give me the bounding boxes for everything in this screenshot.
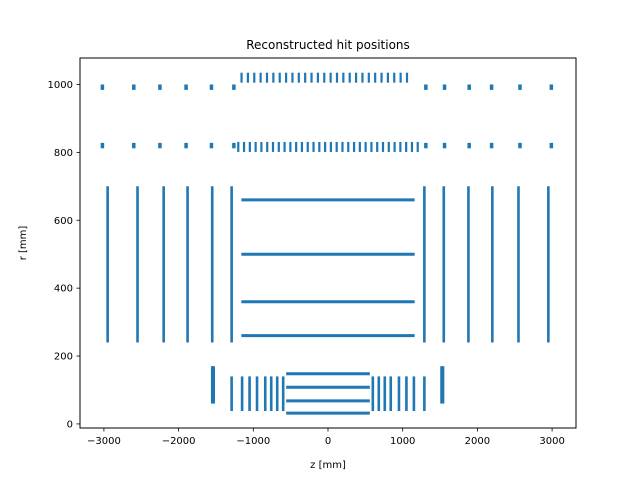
x-tick-label: 3000 [539, 436, 564, 447]
x-axis-ticks: −3000 −2000 −1000 0 1000 2000 3000 [87, 428, 565, 447]
chart-title: Reconstructed hit positions [246, 38, 410, 52]
x-axis-label: z [mm] [310, 460, 346, 471]
x-tick-label: −3000 [87, 436, 121, 447]
y-axis-label: r [mm] [18, 226, 29, 261]
y-tick-label: 800 [54, 148, 73, 159]
x-tick-label: 1000 [390, 436, 415, 447]
x-tick-label: 0 [325, 436, 331, 447]
y-tick-label: 1000 [48, 80, 73, 91]
data-marks [100, 72, 554, 415]
x-tick-label: −2000 [162, 436, 196, 447]
y-tick-label: 400 [54, 284, 73, 295]
x-tick-label: −1000 [236, 436, 270, 447]
y-tick-label: 600 [54, 216, 73, 227]
y-tick-label: 0 [67, 419, 73, 430]
x-tick-label: 2000 [465, 436, 490, 447]
y-axis-ticks: 0 200 400 600 800 1000 [48, 80, 80, 430]
y-tick-label: 200 [54, 352, 73, 363]
